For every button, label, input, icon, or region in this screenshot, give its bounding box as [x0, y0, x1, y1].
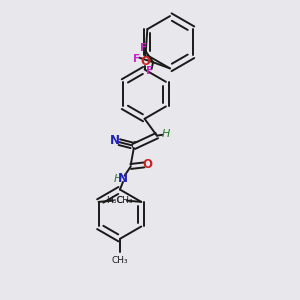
- Text: H: H: [113, 174, 122, 184]
- Text: N: N: [110, 134, 120, 147]
- Text: H₃C: H₃C: [106, 196, 123, 205]
- Text: F: F: [146, 67, 154, 76]
- Text: O: O: [140, 55, 150, 68]
- Text: CH₃: CH₃: [112, 256, 128, 265]
- Text: F: F: [140, 44, 147, 53]
- Text: H: H: [161, 129, 170, 139]
- Text: F: F: [133, 54, 140, 64]
- Text: C: C: [131, 140, 139, 151]
- Text: N: N: [118, 172, 128, 185]
- Text: CH₃: CH₃: [117, 196, 134, 205]
- Text: O: O: [143, 158, 153, 171]
